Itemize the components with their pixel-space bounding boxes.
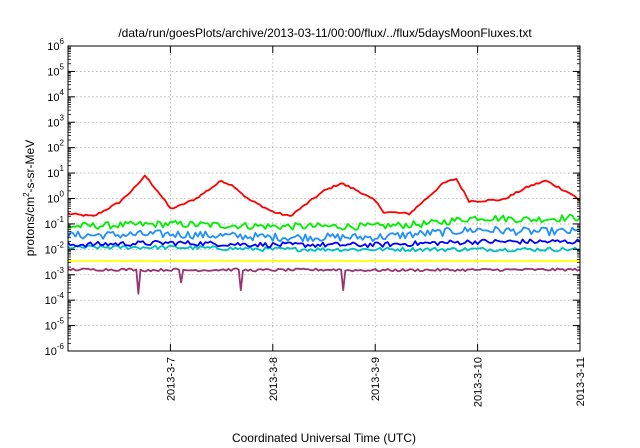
y-tick-labels: 10-6 10-5 10-4 10-3 10-2 10-1 100 101 102 103 104 1… — [45, 37, 65, 358]
y-tick-label: 106 — [47, 37, 64, 53]
x-tick-labels: 2013-3-7 2013-3-8 2013-3-9 2013-3-10 2013-3-… — [165, 357, 587, 407]
y-tick-label: 10-1 — [45, 215, 65, 231]
chart-title: /data/run/goesPlots/archive/2013-03-11/0… — [118, 26, 532, 40]
x-tick-label: 2013-3-8 — [268, 357, 280, 401]
y-tick-label: 10-2 — [45, 240, 65, 256]
series-line — [67, 225, 581, 243]
x-axis-title: Coordinated Universal Time (UTC) — [232, 431, 416, 445]
x-tick-label: 2013-3-7 — [165, 357, 177, 401]
x-tick-label: 2013-3-10 — [473, 357, 485, 407]
y-tick-label: 105 — [47, 62, 64, 78]
series-line — [67, 238, 581, 249]
y-tick-label: 103 — [47, 113, 64, 129]
series-line — [67, 213, 581, 231]
y-axis-title-superscript: 2 — [22, 192, 31, 197]
series-line — [67, 259, 581, 263]
x-tick-label: 2013-3-9 — [370, 357, 382, 401]
y-tick-label: 100 — [47, 190, 64, 206]
y-tick-label: 10-6 — [45, 342, 65, 358]
y-tick-label: 10-3 — [45, 266, 65, 282]
y-axis-title: protons/cm2-s-sr-MeV — [22, 140, 37, 256]
y-tick-label: 104 — [47, 88, 64, 104]
plot-frame — [67, 45, 581, 352]
series-line — [67, 244, 581, 253]
series-line — [67, 267, 581, 295]
y-tick-label: 102 — [47, 139, 64, 155]
series-line — [67, 174, 581, 217]
data-series — [67, 174, 581, 295]
y-tick-label: 101 — [47, 164, 64, 180]
y-tick-label: 10-4 — [45, 291, 65, 307]
x-tick-label: 2013-3-11 — [575, 357, 587, 406]
y-tick-label: 10-5 — [45, 317, 65, 333]
grid-lines — [68, 46, 580, 351]
